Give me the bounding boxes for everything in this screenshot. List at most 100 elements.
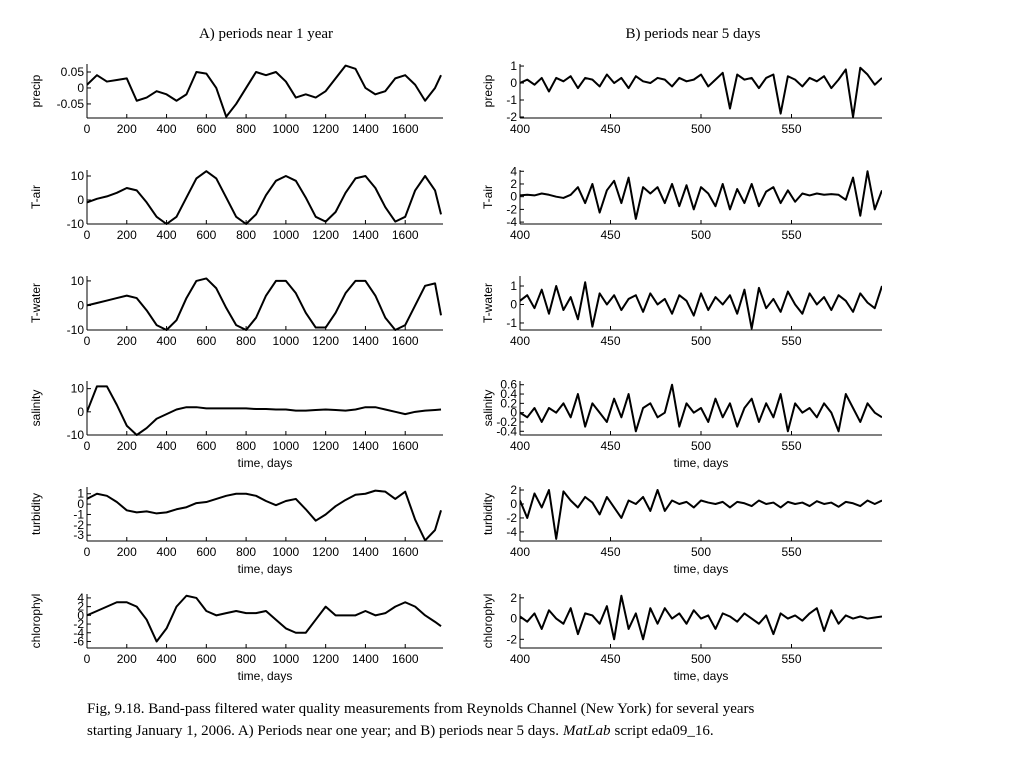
- y-tick-label: -2: [506, 202, 517, 216]
- data-line: [87, 489, 442, 542]
- y-tick-label: -3: [73, 528, 84, 542]
- x-tick-label: 1400: [352, 334, 379, 348]
- x-tick-label: 1200: [312, 334, 339, 348]
- y-tick-label: -2: [73, 617, 84, 631]
- caption-line: Fig, 9.18. Band-pass filtered water qual…: [87, 701, 755, 717]
- x-tick-label: 450: [600, 652, 620, 666]
- y-tick-label: -4: [506, 525, 517, 539]
- y-tick-label: -1: [506, 316, 517, 330]
- x-tick-label: 400: [510, 122, 530, 136]
- y-tick-label: 10: [71, 382, 85, 396]
- x-tick-label: 200: [117, 228, 137, 242]
- caption-line: script eda09_16.: [614, 723, 713, 739]
- data-line: [520, 170, 882, 220]
- caption-emphasis: MatLab: [562, 723, 611, 739]
- y-tick-label: 1: [510, 59, 517, 73]
- y-axis-label: precip: [481, 74, 495, 107]
- y-tick-label: -1: [73, 507, 84, 521]
- x-axis-label: time, days: [674, 562, 729, 576]
- x-tick-label: 550: [781, 122, 801, 136]
- x-tick-label: 500: [691, 228, 711, 242]
- y-axis-label: precip: [29, 74, 43, 107]
- x-tick-label: 1400: [352, 439, 379, 453]
- y-tick-label: -0.4: [496, 424, 517, 438]
- x-tick-label: 1000: [273, 334, 300, 348]
- x-tick-label: 1600: [392, 228, 419, 242]
- y-tick-label: 10: [71, 274, 85, 288]
- x-tick-label: 1400: [352, 545, 379, 559]
- x-axis-label: time, days: [674, 456, 729, 470]
- x-tick-label: 800: [236, 545, 256, 559]
- y-axis-label: T-air: [29, 185, 43, 209]
- x-tick-label: 400: [157, 228, 177, 242]
- x-tick-label: 500: [691, 545, 711, 559]
- data-line: [87, 277, 442, 331]
- y-tick-label: 0.6: [500, 378, 517, 392]
- x-tick-label: 550: [781, 439, 801, 453]
- y-tick-label: -10: [67, 217, 85, 231]
- y-tick-label: 10: [71, 169, 85, 183]
- x-tick-label: 550: [781, 545, 801, 559]
- x-tick-label: 1400: [352, 122, 379, 136]
- data-line: [87, 594, 442, 643]
- y-tick-label: 0.05: [61, 65, 85, 79]
- x-tick-label: 400: [510, 439, 530, 453]
- y-tick-label: -0.2: [496, 415, 517, 429]
- x-tick-label: 800: [236, 122, 256, 136]
- x-tick-label: 200: [117, 334, 137, 348]
- y-axis-label: T-water: [481, 283, 495, 323]
- y-tick-label: -2: [73, 518, 84, 532]
- y-tick-label: 2: [510, 591, 517, 605]
- x-tick-label: 1000: [273, 122, 300, 136]
- y-axis-label: chlorophyl: [481, 594, 495, 649]
- x-tick-label: 1600: [392, 334, 419, 348]
- x-tick-label: 400: [510, 652, 530, 666]
- x-tick-label: 1600: [392, 545, 419, 559]
- x-tick-label: 450: [600, 122, 620, 136]
- x-axis-label: time, days: [238, 562, 293, 576]
- y-tick-label: 1: [77, 487, 84, 501]
- x-tick-label: 400: [157, 545, 177, 559]
- x-tick-label: 200: [117, 122, 137, 136]
- x-tick-label: 550: [781, 334, 801, 348]
- y-tick-label: 0: [77, 497, 84, 511]
- x-tick-label: 0: [84, 122, 91, 136]
- x-tick-label: 600: [196, 439, 216, 453]
- x-tick-label: 400: [510, 228, 530, 242]
- y-tick-label: 2: [510, 177, 517, 191]
- x-tick-label: 0: [84, 545, 91, 559]
- y-tick-label: -4: [506, 215, 517, 229]
- x-tick-label: 200: [117, 439, 137, 453]
- y-tick-label: -2: [506, 632, 517, 646]
- x-tick-label: 450: [600, 545, 620, 559]
- y-tick-label: 0: [77, 608, 84, 622]
- y-tick-label: -6: [73, 634, 84, 648]
- y-tick-label: -10: [67, 428, 85, 442]
- x-tick-label: 400: [510, 545, 530, 559]
- data-line: [520, 594, 882, 641]
- y-tick-label: 0: [77, 405, 84, 419]
- x-tick-label: 600: [196, 652, 216, 666]
- x-tick-label: 1200: [312, 545, 339, 559]
- x-tick-label: 550: [781, 228, 801, 242]
- x-tick-label: 450: [600, 334, 620, 348]
- x-tick-label: 800: [236, 228, 256, 242]
- y-axis-label: turbidity: [29, 493, 43, 535]
- x-tick-label: 600: [196, 334, 216, 348]
- data-line: [520, 66, 882, 118]
- column-title: B) periods near 5 days: [626, 26, 761, 42]
- x-tick-label: 1200: [312, 439, 339, 453]
- y-tick-label: 4: [77, 591, 84, 605]
- x-axis-label: time, days: [238, 456, 293, 470]
- caption: Fig, 9.18. Band-pass filtered water qual…: [87, 701, 755, 717]
- y-tick-label: 0: [510, 190, 517, 204]
- x-tick-label: 1600: [392, 122, 419, 136]
- x-tick-label: 1600: [392, 652, 419, 666]
- x-tick-label: 1000: [273, 439, 300, 453]
- y-tick-label: -4: [73, 626, 84, 640]
- data-line: [520, 489, 882, 540]
- x-tick-label: 450: [600, 228, 620, 242]
- y-tick-label: 0: [510, 297, 517, 311]
